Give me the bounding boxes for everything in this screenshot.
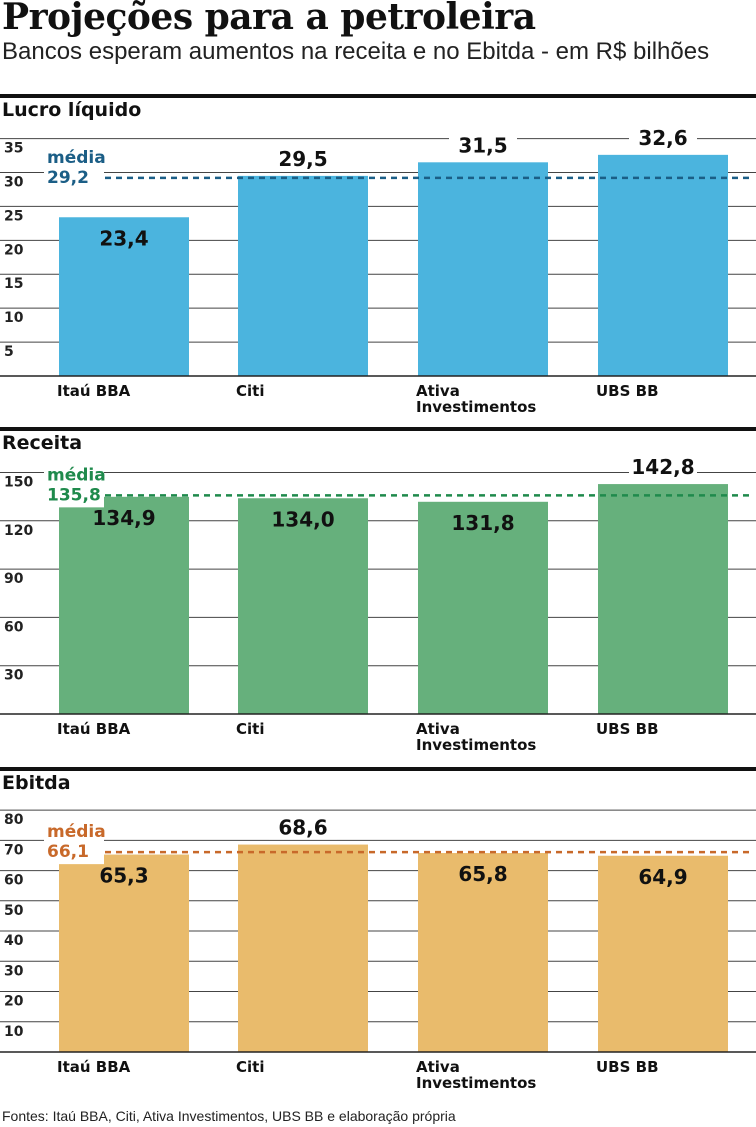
- average-value-label: 29,2: [47, 168, 89, 188]
- section-rule-lucro: [0, 94, 756, 98]
- chart-lucro-liquido: 5 10 15 20 25 30 35 23,4 29,5 31,5 32,6 Itaú BBA Cit…: [0, 125, 756, 416]
- data-label: 31,5: [458, 133, 507, 157]
- data-label: 65,3: [99, 864, 148, 888]
- source-note: Fontes: Itaú BBA, Citi, Ativa Investimen…: [2, 1108, 456, 1124]
- average-label-bg: [44, 820, 104, 865]
- y-tick-label: 150: [4, 474, 33, 490]
- y-tick-label: 15: [4, 276, 23, 292]
- data-label: 23,4: [99, 226, 148, 250]
- data-label: 142,8: [631, 458, 694, 479]
- y-tick-label: 10: [4, 1024, 24, 1040]
- bar: [238, 498, 368, 714]
- bar: [238, 175, 368, 376]
- y-tick-label: 35: [4, 141, 23, 157]
- y-tick-label: 10: [4, 310, 24, 326]
- y-tick-label: 20: [4, 242, 24, 258]
- x-tick-label: Ativa Investimentos: [416, 1058, 536, 1092]
- x-tick-label: Ativa Investimentos: [416, 382, 536, 416]
- panel-title-lucro: Lucro líquido: [2, 99, 142, 121]
- chart-title: Projeções para a petroleira: [2, 0, 536, 38]
- y-tick-label: 30: [4, 174, 24, 190]
- bar: [418, 162, 548, 376]
- bar: [59, 217, 189, 376]
- y-tick-label: 60: [4, 619, 24, 635]
- chart-ebitda: 10 20 30 40 50 60 70 80 65,3 68,6 65,8 64,9 Itaú BBA…: [0, 809, 756, 1092]
- y-tick-label: 25: [4, 208, 23, 224]
- x-tick-label: Citi: [236, 382, 264, 400]
- y-tick-label: 5: [4, 344, 14, 360]
- bar: [598, 484, 728, 714]
- average-value-label: 135,8: [47, 485, 101, 505]
- average-label: média: [47, 822, 106, 842]
- average-label-bg: [44, 145, 104, 190]
- data-label: 131,8: [451, 511, 514, 535]
- x-tick-label: UBS BB: [596, 382, 659, 400]
- data-label-bg: [269, 815, 337, 840]
- average-value-label: 66,1: [47, 842, 89, 862]
- y-tick-label: 30: [4, 963, 24, 979]
- bar: [59, 854, 189, 1052]
- panel-title-ebitda: Ebitda: [2, 772, 71, 794]
- y-tick-label: 20: [4, 994, 24, 1010]
- data-label: 29,5: [278, 147, 327, 171]
- bar: [418, 501, 548, 714]
- x-tick-label: Itaú BBA: [57, 1058, 131, 1076]
- data-label-bg: [629, 125, 697, 150]
- data-label-bg: [449, 133, 517, 158]
- x-tick-label: UBS BB: [596, 1058, 659, 1076]
- y-tick-label: 40: [4, 933, 24, 949]
- bar: [59, 496, 189, 714]
- average-label-bg: [44, 463, 104, 508]
- data-label: 134,9: [92, 506, 155, 530]
- data-label: 65,8: [458, 862, 507, 886]
- data-label: 32,6: [638, 126, 687, 150]
- panel-title-receita: Receita: [2, 432, 83, 454]
- x-tick-label: UBS BB: [596, 720, 659, 738]
- x-tick-label: Itaú BBA: [57, 382, 131, 400]
- data-label-bg: [629, 458, 697, 480]
- y-tick-label: 80: [4, 812, 24, 828]
- data-label: 134,0: [271, 507, 334, 531]
- bar: [598, 855, 728, 1052]
- y-tick-label: 50: [4, 903, 24, 919]
- average-label: média: [47, 465, 106, 485]
- section-rule-ebitda: [0, 767, 756, 771]
- chart-receita: 30 60 90 120 150 134,9 134,0 131,8 142,8 Itaú BBA…: [0, 458, 756, 754]
- y-tick-label: 120: [4, 523, 33, 539]
- chart-subtitle: Bancos esperam aumentos na receita e no …: [2, 38, 710, 65]
- bar: [598, 154, 728, 376]
- average-label: média: [47, 148, 106, 168]
- x-tick-label: Citi: [236, 1058, 264, 1076]
- y-tick-label: 30: [4, 668, 24, 684]
- x-tick-label: Citi: [236, 720, 264, 738]
- x-tick-label: Itaú BBA: [57, 720, 131, 738]
- bar: [238, 844, 368, 1052]
- data-label: 64,9: [638, 865, 687, 889]
- bar: [418, 853, 548, 1052]
- x-tick-label: Ativa Investimentos: [416, 720, 536, 754]
- y-tick-label: 60: [4, 873, 24, 889]
- section-rule-receita: [0, 427, 756, 431]
- y-tick-label: 70: [4, 842, 24, 858]
- data-label-bg: [269, 146, 337, 171]
- data-label: 68,6: [278, 816, 327, 840]
- y-tick-label: 90: [4, 571, 24, 587]
